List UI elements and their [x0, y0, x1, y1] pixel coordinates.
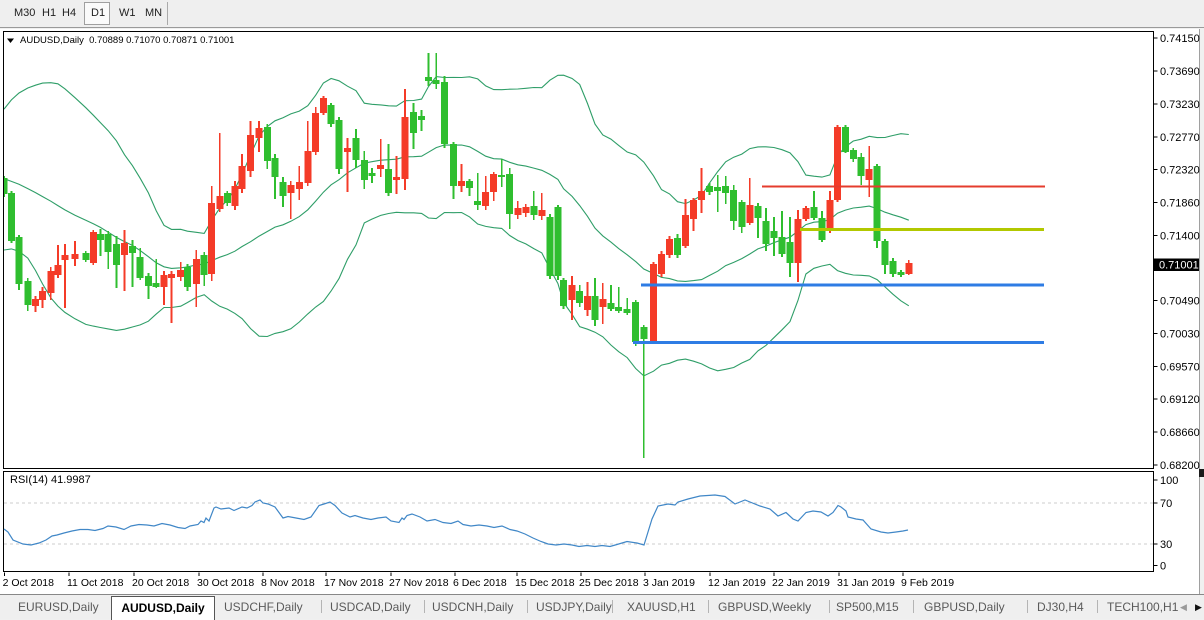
svg-text:0.71860: 0.71860 — [1160, 197, 1200, 209]
svg-text:30: 30 — [1160, 539, 1172, 551]
svg-text:70: 70 — [1160, 498, 1172, 510]
svg-text:30 Oct 2018: 30 Oct 2018 — [197, 577, 254, 589]
svg-text:27 Nov 2018: 27 Nov 2018 — [389, 577, 449, 589]
svg-text:17 Nov 2018: 17 Nov 2018 — [324, 577, 384, 589]
svg-text:AUDUSD,Daily 0.70889 0.71070: AUDUSD,Daily 0.70889 0.71070 0.70871 0.7… — [20, 35, 234, 46]
svg-text:9 Feb 2019: 9 Feb 2019 — [901, 577, 954, 589]
svg-text:RSI(14) 41.9987: RSI(14) 41.9987 — [10, 474, 91, 486]
svg-text:0.69570: 0.69570 — [1160, 362, 1200, 374]
svg-text:0.68660: 0.68660 — [1160, 427, 1200, 439]
svg-text:31 Jan 2019: 31 Jan 2019 — [837, 577, 895, 589]
svg-text:2 Oct 2018: 2 Oct 2018 — [3, 577, 55, 589]
svg-text:25 Dec 2018: 25 Dec 2018 — [579, 577, 639, 589]
svg-text:0.68200: 0.68200 — [1160, 460, 1200, 472]
svg-text:6 Dec 2018: 6 Dec 2018 — [453, 577, 507, 589]
svg-text:100: 100 — [1160, 475, 1178, 487]
svg-text:0.70490: 0.70490 — [1160, 296, 1200, 308]
svg-text:12 Jan 2019: 12 Jan 2019 — [708, 577, 766, 589]
svg-text:3 Jan 2019: 3 Jan 2019 — [643, 577, 695, 589]
svg-text:0.71001: 0.71001 — [1159, 260, 1199, 272]
svg-text:0.74150: 0.74150 — [1160, 33, 1200, 45]
svg-text:0.69120: 0.69120 — [1160, 394, 1200, 406]
svg-text:8 Nov 2018: 8 Nov 2018 — [261, 577, 315, 589]
svg-text:0.73690: 0.73690 — [1160, 66, 1200, 78]
svg-text:15 Dec 2018: 15 Dec 2018 — [515, 577, 575, 589]
svg-text:0.71400: 0.71400 — [1160, 230, 1200, 242]
svg-text:0.70030: 0.70030 — [1160, 329, 1200, 341]
svg-text:11 Oct 2018: 11 Oct 2018 — [67, 577, 124, 589]
svg-text:0.73230: 0.73230 — [1160, 99, 1200, 111]
svg-text:22 Jan 2019: 22 Jan 2019 — [772, 577, 830, 589]
svg-text:0.72770: 0.72770 — [1160, 132, 1200, 144]
svg-text:0.72320: 0.72320 — [1160, 164, 1200, 176]
svg-text:20 Oct 2018: 20 Oct 2018 — [132, 577, 189, 589]
svg-text:0: 0 — [1160, 561, 1166, 573]
